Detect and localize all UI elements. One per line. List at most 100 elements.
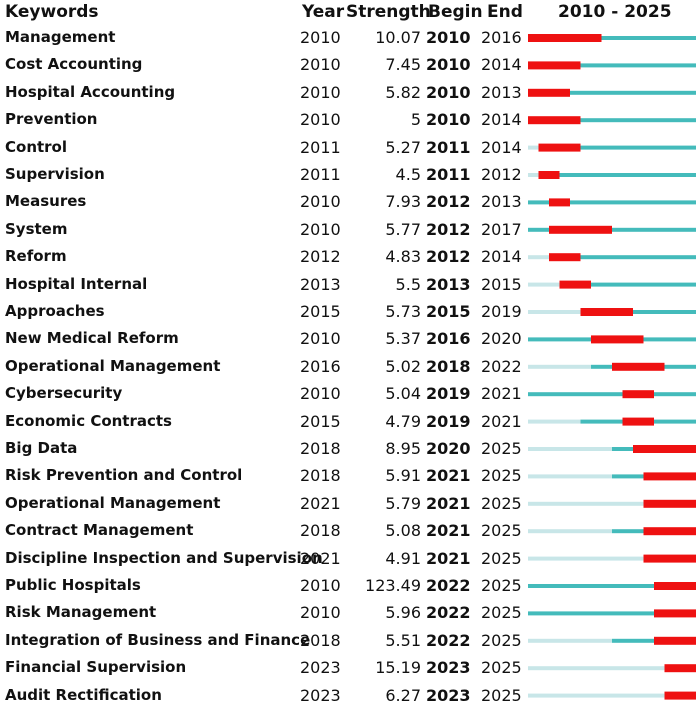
- timeline-inactive-segment: [528, 693, 665, 698]
- keyword-label: Management: [5, 28, 116, 46]
- begin-value: 2012: [426, 247, 471, 267]
- keyword-label: Integration of Business and Finance: [5, 630, 311, 649]
- table-row: Public Hospitals 2010 123.49 2022 2025: [0, 572, 700, 599]
- year-value: 2010: [300, 110, 341, 130]
- year-value: 2011: [300, 137, 341, 157]
- begin-value: 2010: [426, 55, 471, 75]
- year-value: 2010: [300, 219, 341, 239]
- timeline-active-segment: [528, 611, 696, 616]
- end-value: 2025: [481, 439, 522, 458]
- burst-bar: [654, 609, 696, 618]
- keyword-label: Risk Prevention and Control: [5, 466, 243, 485]
- timeline-active-segment: [538, 145, 696, 150]
- begin-value: 2021: [426, 493, 471, 513]
- burst-bar: [633, 445, 696, 453]
- timeline-active-segment: [559, 282, 696, 287]
- year-value: 2012: [300, 247, 341, 267]
- timeline-inactive-segment: [528, 364, 591, 369]
- burst-bar: [622, 390, 654, 399]
- header-strength: Strength: [346, 2, 431, 22]
- timeline-active-segment: [528, 63, 696, 68]
- year-value: 2010: [300, 384, 341, 404]
- end-value: 2015: [481, 274, 522, 294]
- year-value: 2018: [300, 521, 341, 541]
- timeline-inactive-segment: [528, 447, 612, 451]
- begin-value: 2023: [426, 658, 471, 678]
- burst-bar: [549, 198, 570, 207]
- strength-value: 5.91: [385, 466, 421, 486]
- year-value: 2010: [300, 28, 341, 47]
- table-row: Risk Management 2010 5.96 2022 2025: [0, 599, 700, 626]
- burst-bar: [643, 472, 696, 481]
- end-value: 2017: [481, 219, 522, 239]
- timeline-inactive-segment: [528, 145, 539, 150]
- strength-value: 5.04: [385, 384, 421, 404]
- keyword-label: System: [5, 219, 68, 238]
- timeline-inactive-segment: [528, 556, 644, 561]
- keyword-label: Big Data: [5, 439, 78, 457]
- keyword-label: Approaches: [5, 302, 105, 320]
- year-value: 2010: [300, 576, 341, 595]
- begin-value: 2023: [426, 685, 471, 705]
- begin-value: 2020: [426, 439, 471, 458]
- timeline-inactive-segment: [528, 310, 581, 314]
- keyword-label: Measures: [5, 192, 87, 211]
- end-value: 2021: [481, 384, 522, 404]
- keyword-label: Economic Contracts: [5, 411, 172, 430]
- begin-value: 2021: [426, 466, 471, 486]
- timeline-active-segment: [528, 90, 696, 95]
- timeline-inactive-segment: [528, 666, 665, 671]
- strength-value: 5.82: [385, 82, 421, 102]
- begin-value: 2010: [426, 28, 471, 47]
- keyword-label: Discipline Inspection and Supervision: [5, 548, 323, 567]
- end-value: 2019: [481, 302, 522, 321]
- table-row: Cybersecurity 2010 5.04 2019 2021: [0, 380, 700, 407]
- header-year: Year: [302, 2, 345, 22]
- strength-value: 5: [410, 110, 421, 130]
- table-row: Audit Rectification 2023 6.27 2023 2025: [0, 682, 700, 709]
- year-value: 2021: [300, 548, 341, 568]
- year-value: 2016: [300, 356, 341, 376]
- year-value: 2018: [300, 630, 341, 650]
- year-value: 2010: [300, 55, 341, 75]
- burst-bar: [528, 61, 581, 70]
- begin-value: 2012: [426, 192, 471, 212]
- table-row: Supervision 2011 4.5 2011 2012: [0, 161, 700, 188]
- burst-bar: [549, 225, 612, 234]
- end-value: 2025: [481, 466, 522, 486]
- strength-value: 5.73: [385, 302, 421, 321]
- table-row: Integration of Business and Finance 2018 5…: [0, 627, 700, 654]
- burst-bar: [580, 308, 633, 316]
- burst-bar: [591, 335, 644, 344]
- table-row: Discipline Inspection and Supervision 202…: [0, 545, 700, 572]
- end-value: 2021: [481, 411, 522, 431]
- end-value: 2014: [481, 247, 522, 267]
- keyword-label: Hospital Internal: [5, 274, 148, 293]
- table-row: Economic Contracts 2015 4.79 2019 2021: [0, 408, 700, 435]
- end-value: 2025: [481, 603, 522, 623]
- table-row: Contract Management 2018 5.08 2021 2025: [0, 517, 700, 544]
- burst-bar: [654, 582, 696, 590]
- burst-bar: [622, 417, 654, 426]
- begin-value: 2021: [426, 521, 471, 541]
- end-value: 2013: [481, 82, 522, 102]
- begin-value: 2010: [426, 82, 471, 102]
- keyword-label: Financial Supervision: [5, 658, 187, 677]
- year-value: 2010: [300, 192, 341, 212]
- begin-value: 2013: [426, 274, 471, 294]
- timeline-inactive-segment: [528, 255, 549, 260]
- timeline-active-segment: [538, 173, 696, 177]
- strength-value: 5.96: [385, 603, 421, 623]
- end-value: 2013: [481, 192, 522, 212]
- strength-value: 4.91: [385, 548, 421, 568]
- timeline-inactive-segment: [528, 501, 644, 506]
- end-value: 2014: [481, 55, 522, 75]
- keyword-label: Control: [5, 137, 68, 156]
- year-value: 2018: [300, 439, 341, 458]
- strength-value: 15.19: [375, 658, 421, 678]
- timeline-active-segment: [528, 36, 696, 40]
- strength-value: 5.51: [385, 630, 421, 650]
- burst-bar: [612, 362, 665, 371]
- keyword-label: Risk Management: [5, 603, 157, 622]
- end-value: 2025: [481, 685, 522, 705]
